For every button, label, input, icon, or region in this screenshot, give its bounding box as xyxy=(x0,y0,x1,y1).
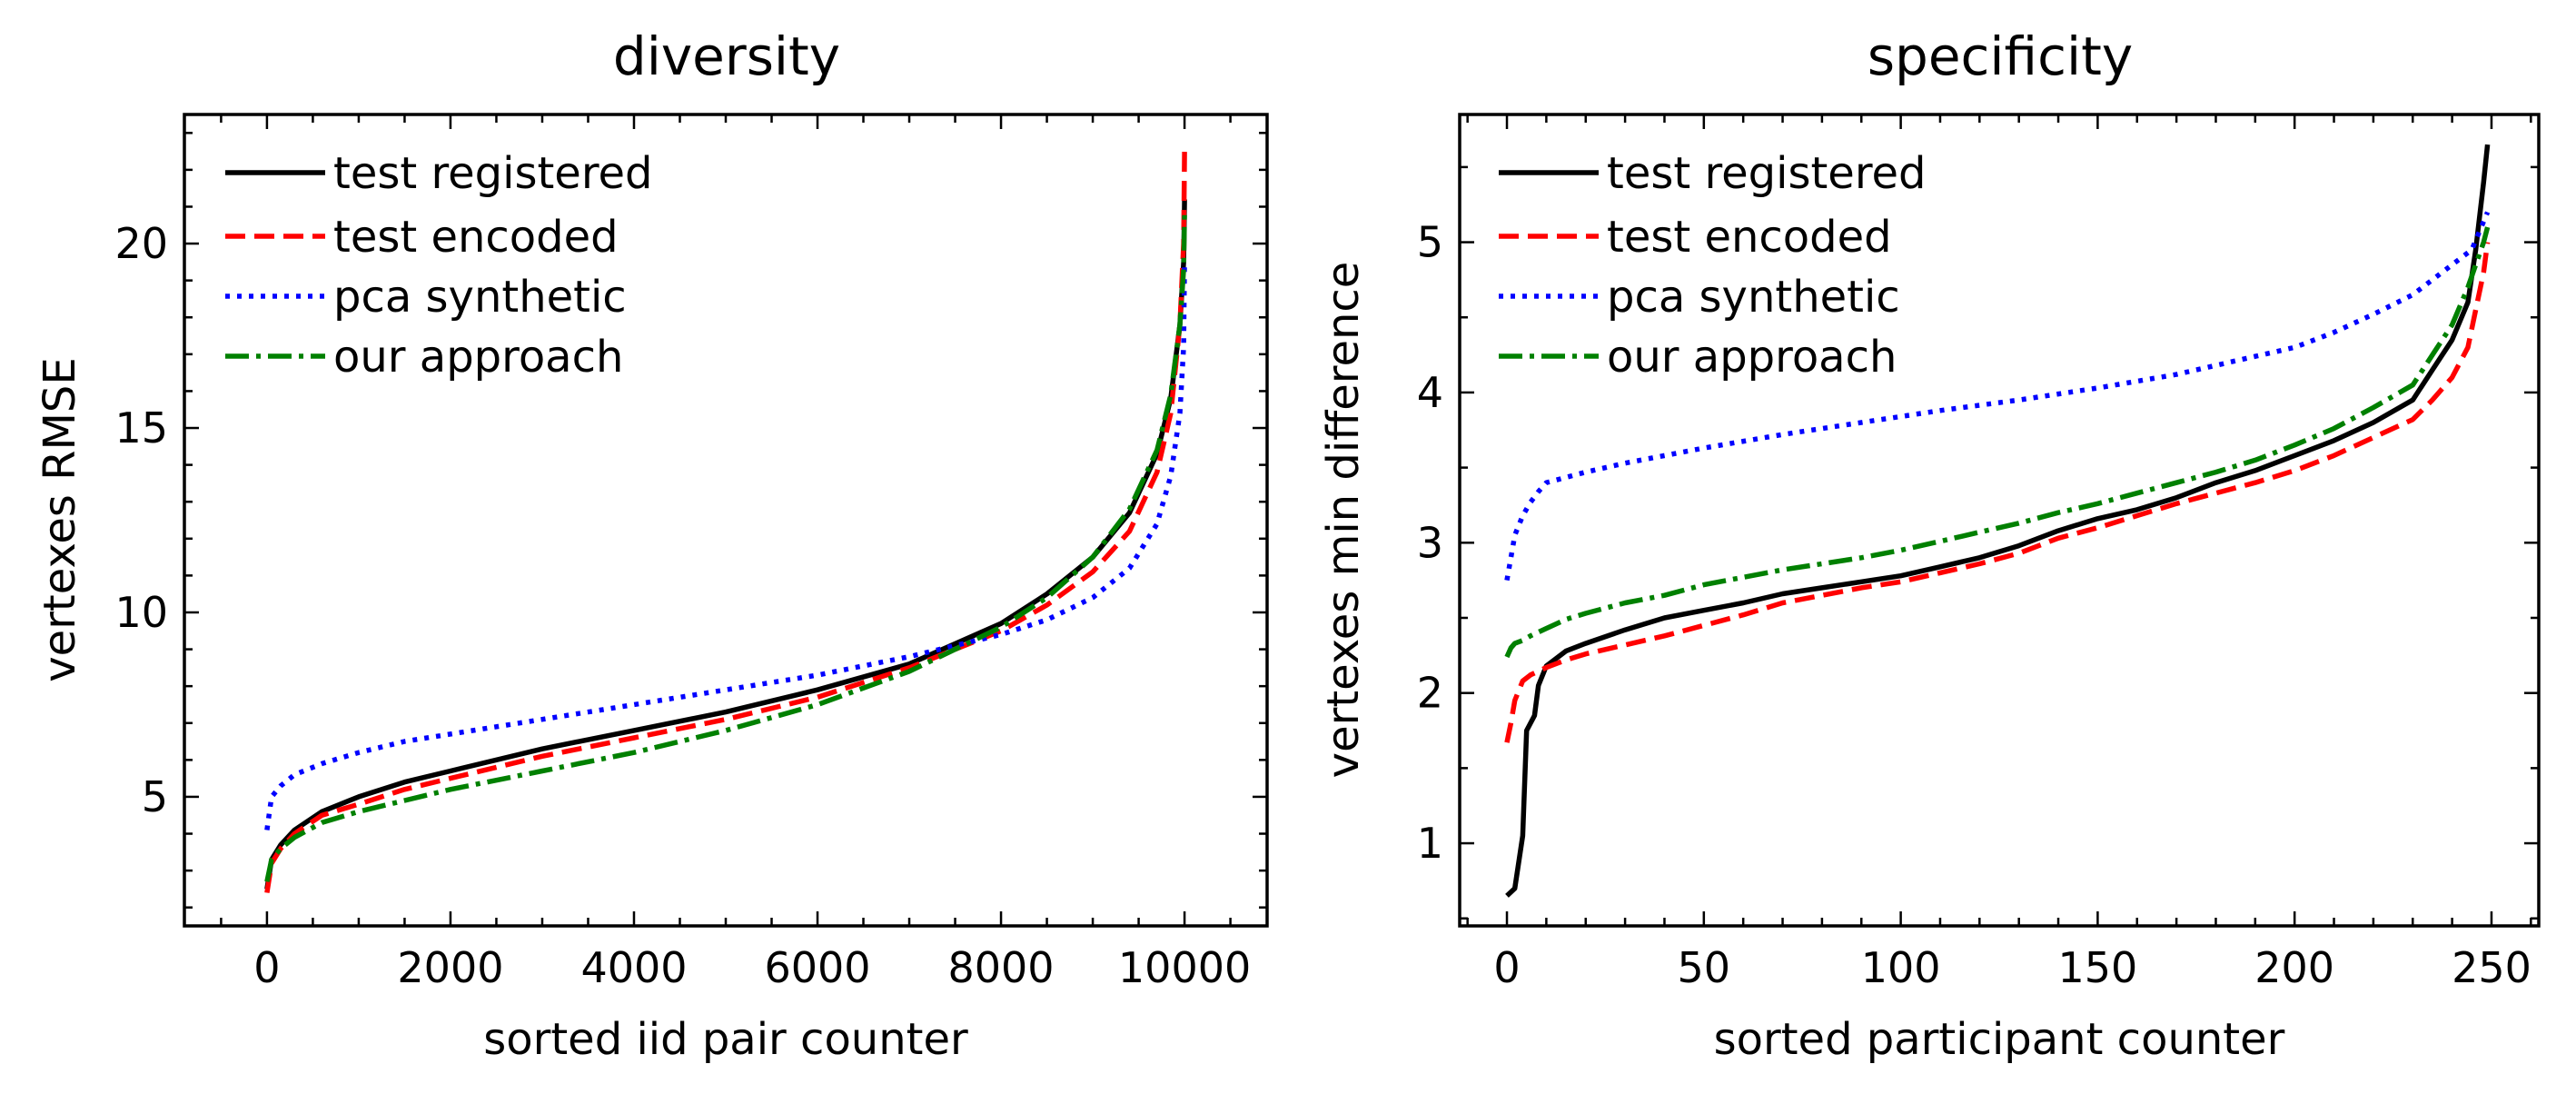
legend-label-pca-synthetic: pca synthetic xyxy=(1607,272,1900,323)
series-line-test-encoded xyxy=(264,151,1187,893)
y-tick-label: 15 xyxy=(114,403,168,453)
series-line-our-approach xyxy=(1504,226,2491,659)
x-tick-label: 250 xyxy=(2452,943,2531,992)
x-tick-label: 2000 xyxy=(397,943,503,992)
legend-label-our-approach: our approach xyxy=(1607,332,1897,383)
x-tick-label: 0 xyxy=(253,943,280,992)
axes-frame xyxy=(1458,113,2541,928)
x-tick-label: 200 xyxy=(2254,943,2334,992)
series-line-test-registered xyxy=(264,199,1187,890)
y-tick-label: 5 xyxy=(142,772,168,821)
legend-label-our-approach: our approach xyxy=(333,332,623,383)
x-tick-label: 0 xyxy=(1493,943,1520,992)
y-axis-label: vertexes min difference xyxy=(1318,262,1369,779)
y-tick-label: 3 xyxy=(1417,518,1443,567)
y-tick-label: 1 xyxy=(1417,819,1443,868)
y-tick-label: 10 xyxy=(114,588,168,637)
x-axis-label: sorted participant counter xyxy=(1714,1014,2285,1065)
x-axis-label: sorted iid pair counter xyxy=(483,1014,968,1065)
x-tick-label: 4000 xyxy=(580,943,687,992)
y-tick-label: 4 xyxy=(1417,368,1443,417)
y-axis-label: vertexes RMSE xyxy=(35,357,85,681)
y-tick-label: 5 xyxy=(1417,218,1443,267)
x-tick-label: 10000 xyxy=(1118,943,1251,992)
axes-frame xyxy=(183,113,1269,928)
x-tick-label: 100 xyxy=(1861,943,1941,992)
x-tick-label: 150 xyxy=(2057,943,2137,992)
series-line-pca-synthetic xyxy=(1504,211,2491,582)
series-line-test-encoded xyxy=(1504,242,2491,743)
x-tick-label: 50 xyxy=(1678,943,1731,992)
plot-area: 0 2000 4000 6000 8000 10000 5 10 15 20 xyxy=(114,114,1267,992)
x-tick-label: 8000 xyxy=(948,943,1055,992)
y-tick-label: 2 xyxy=(1417,669,1443,718)
legend-label-test-registered: test registered xyxy=(333,148,653,199)
y-tick-label: 20 xyxy=(114,219,168,268)
diversity-chart: diversity 0 2000 4000 6000 8000 100005101520 … xyxy=(35,25,1269,1065)
plot-area: 0 50 100 150 200 250 1 2 3 4 5 xyxy=(1417,114,2539,992)
legend-label-test-registered: test registered xyxy=(1607,148,1927,199)
legend-label-pca-synthetic: pca synthetic xyxy=(333,272,627,323)
chart-title: specificity xyxy=(1868,25,2133,87)
legend: test registered test encoded pca synthet… xyxy=(225,148,653,383)
specificity-chart: specificity 0 50 100 150 200 250 1 2 3 4 5 sorted … xyxy=(1318,25,2541,1065)
legend-label-test-encoded: test encoded xyxy=(333,212,619,263)
legend: test registered test encoded pca synthet… xyxy=(1499,148,1927,383)
chart-title: diversity xyxy=(613,25,840,87)
legend-label-test-encoded: test encoded xyxy=(1607,212,1892,263)
x-tick-label: 6000 xyxy=(764,943,870,992)
